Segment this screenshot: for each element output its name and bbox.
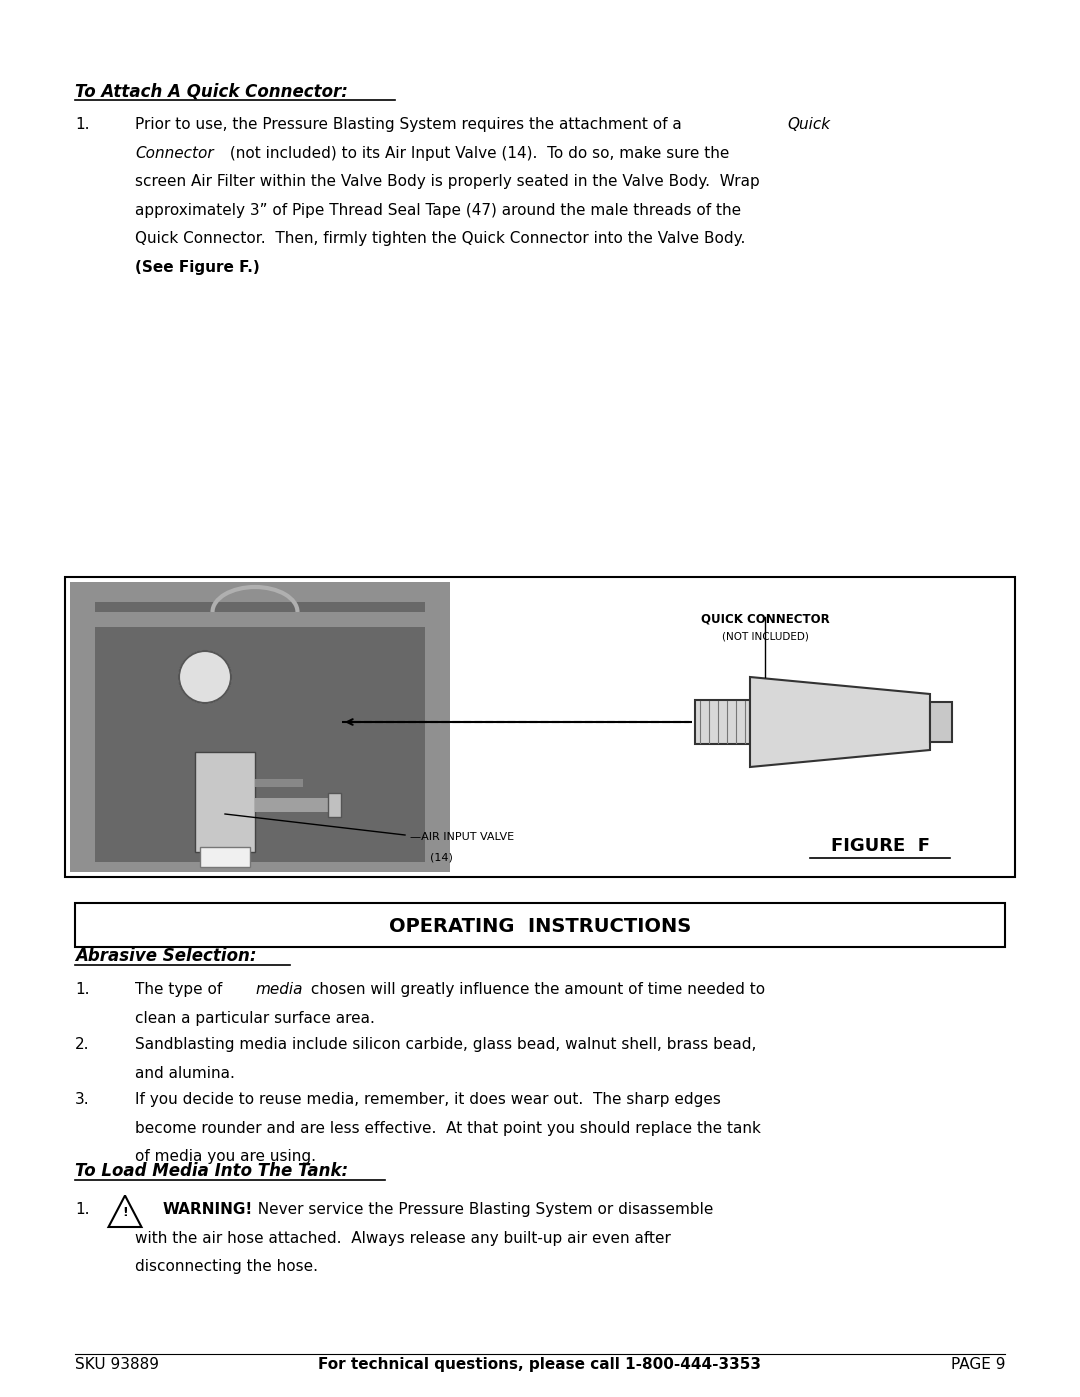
Text: of media you are using.: of media you are using. (135, 1148, 316, 1164)
Text: 1.: 1. (75, 1201, 90, 1217)
Text: The type of: The type of (135, 982, 227, 997)
Text: with the air hose attached.  Always release any built-up air even after: with the air hose attached. Always relea… (135, 1231, 671, 1246)
Text: (not included) to its Air Input Valve (14).  To do so, make sure the: (not included) to its Air Input Valve (1… (225, 145, 729, 161)
Bar (328, 793, 341, 817)
Text: and alumina.: and alumina. (135, 1066, 234, 1080)
Text: clean a particular surface area.: clean a particular surface area. (135, 1010, 375, 1025)
Text: The type of media chosen will greatly influence the amount of time needed to: The type of media chosen will greatly in… (135, 982, 734, 997)
Bar (195, 752, 255, 852)
Text: media: media (255, 982, 302, 997)
Text: Quick Connector.  Then, firmly tighten the Quick Connector into the Valve Body.: Quick Connector. Then, firmly tighten th… (135, 231, 745, 246)
Bar (255, 780, 303, 787)
Text: Never service the Pressure Blasting System or disassemble: Never service the Pressure Blasting Syst… (248, 1201, 714, 1217)
Polygon shape (750, 678, 930, 767)
Text: —AIR INPUT VALVE: —AIR INPUT VALVE (410, 833, 514, 842)
Text: (14): (14) (430, 852, 453, 862)
Text: Sandblasting media include silicon carbide, glass bead, walnut shell, brass bead: Sandblasting media include silicon carbi… (135, 1037, 756, 1052)
Text: 2.: 2. (75, 1037, 90, 1052)
Bar (696, 700, 750, 745)
Bar (70, 583, 450, 872)
Text: Prior to use, the Pressure Blasting System requires the attachment of a: Prior to use, the Pressure Blasting Syst… (135, 117, 687, 131)
Text: OPERATING  INSTRUCTIONS: OPERATING INSTRUCTIONS (389, 916, 691, 936)
Text: Abrasive Selection:: Abrasive Selection: (75, 947, 257, 965)
Bar (65, 577, 1015, 877)
Bar (75, 902, 1005, 947)
Text: screen Air Filter within the Valve Body is properly seated in the Valve Body.  W: screen Air Filter within the Valve Body … (135, 175, 759, 189)
Text: chosen will greatly influence the amount of time needed to: chosen will greatly influence the amount… (306, 982, 765, 997)
Text: 1.: 1. (75, 117, 90, 131)
Text: SKU 93889: SKU 93889 (75, 1356, 159, 1372)
Text: To Attach A Quick Connector:: To Attach A Quick Connector: (75, 82, 348, 101)
Text: !: ! (122, 1206, 127, 1218)
Text: 1.: 1. (75, 982, 90, 997)
Bar (200, 847, 249, 868)
Text: disconnecting the hose.: disconnecting the hose. (135, 1259, 318, 1274)
Text: WARNING!: WARNING! (163, 1201, 253, 1217)
Text: approximately 3” of Pipe Thread Seal Tape (47) around the male threads of the: approximately 3” of Pipe Thread Seal Tap… (135, 203, 741, 218)
Text: FIGURE  F: FIGURE F (831, 837, 930, 855)
Text: Connector: Connector (135, 145, 214, 161)
Text: QUICK CONNECTOR: QUICK CONNECTOR (701, 612, 829, 624)
Text: 3.: 3. (75, 1092, 90, 1106)
Bar (95, 602, 426, 862)
Text: If you decide to reuse media, remember, it does wear out.  The sharp edges: If you decide to reuse media, remember, … (135, 1092, 720, 1106)
Text: Quick: Quick (787, 117, 831, 131)
Text: become rounder and are less effective.  At that point you should replace the tan: become rounder and are less effective. A… (135, 1120, 761, 1136)
Text: To Load Media Into The Tank:: To Load Media Into The Tank: (75, 1162, 348, 1180)
Bar (95, 612, 426, 627)
Bar (930, 703, 951, 742)
Text: PAGE 9: PAGE 9 (950, 1356, 1005, 1372)
Bar (133, 981, 983, 1010)
Text: For technical questions, please call 1-800-444-3353: For technical questions, please call 1-8… (319, 1356, 761, 1372)
Text: (See Figure F.): (See Figure F.) (135, 260, 260, 274)
Bar (255, 798, 330, 812)
Circle shape (179, 651, 231, 703)
Polygon shape (108, 1196, 141, 1227)
Text: (NOT INCLUDED): (NOT INCLUDED) (721, 631, 809, 641)
